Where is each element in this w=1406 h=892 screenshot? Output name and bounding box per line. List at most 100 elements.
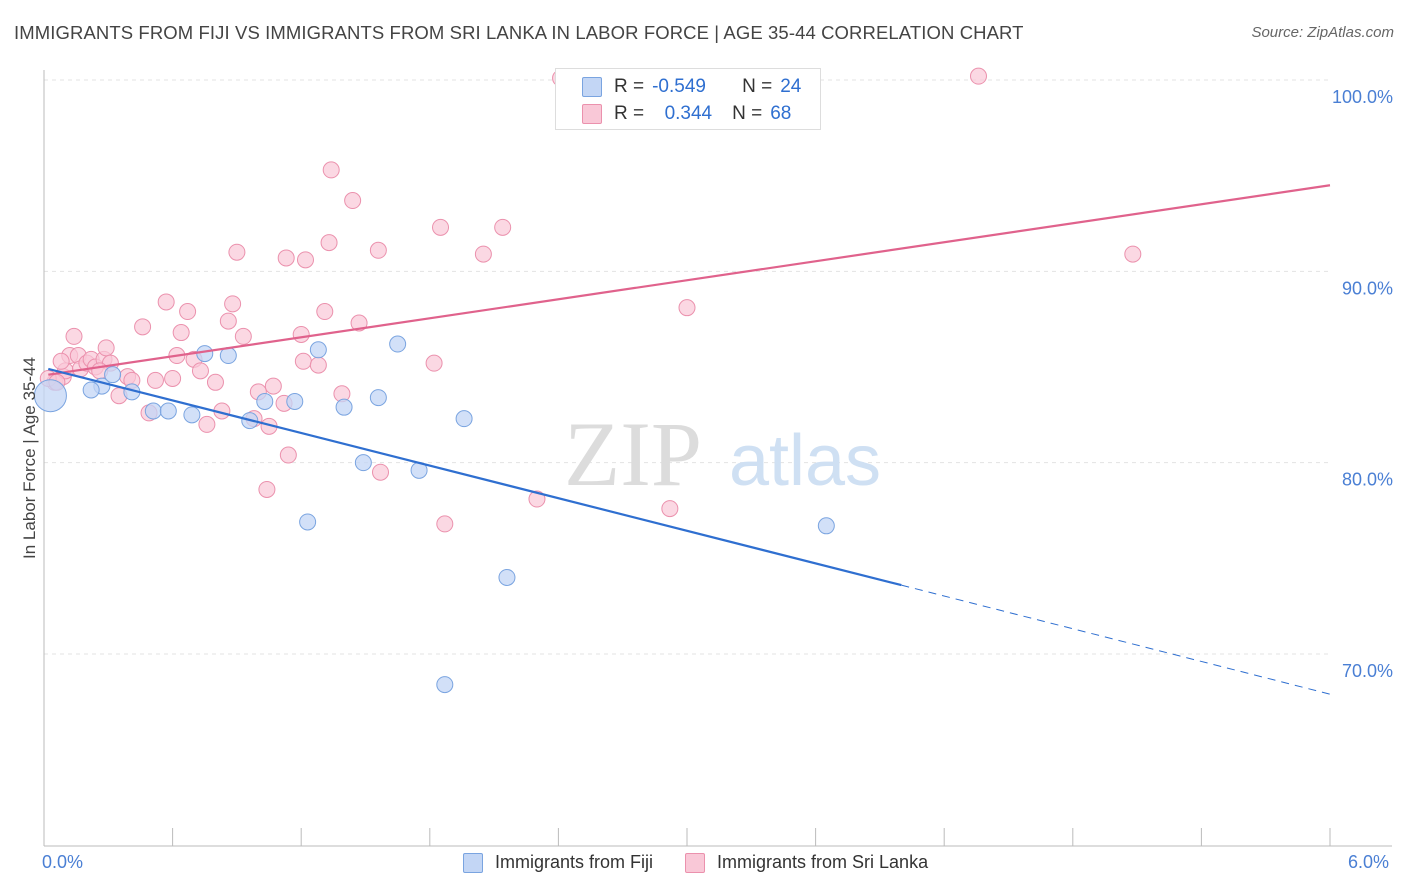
- point-sri-lanka: [432, 218, 450, 236]
- point-sri-lanka: [258, 480, 276, 498]
- point-fiji: [335, 398, 353, 416]
- fiji-swatch: [582, 77, 602, 97]
- point-fiji: [309, 341, 327, 359]
- stats-legend: R = -0.549 N = 24 R = 0.344 N = 68: [555, 68, 821, 130]
- watermark-zip: ZIP: [564, 403, 702, 505]
- stats-row-fiji: R = -0.549 N = 24: [582, 74, 801, 100]
- source-credit: Source: ZipAtlas.com: [1251, 24, 1394, 41]
- point-sri-lanka: [528, 490, 546, 508]
- r-value-fiji: -0.549: [652, 76, 706, 97]
- y-tick-label: 100.0%: [1332, 87, 1393, 107]
- r-value-lanka: 0.344: [664, 103, 713, 124]
- axes: [43, 70, 1392, 847]
- n-label: N =: [742, 76, 773, 97]
- point-fiji: [299, 513, 317, 531]
- chart-title: IMMIGRANTS FROM FIJI VS IMMIGRANTS FROM …: [14, 22, 1024, 43]
- y-tick-label: 80.0%: [1342, 470, 1393, 490]
- series-legend: Immigrants from Fiji Immigrants from Sri…: [463, 852, 960, 873]
- point-sri-lanka: [316, 303, 334, 321]
- point-sri-lanka: [350, 314, 368, 332]
- point-fiji: [817, 517, 835, 535]
- point-sri-lanka: [279, 446, 297, 464]
- point-fiji: [196, 345, 214, 363]
- point-fiji: [144, 402, 162, 420]
- x-tick-label-max: 6.0%: [1348, 852, 1390, 872]
- point-sri-lanka: [179, 303, 197, 321]
- point-sri-lanka: [164, 369, 182, 387]
- point-sri-lanka: [425, 354, 443, 372]
- trend-lines: [48, 184, 1331, 695]
- y-tick-labels: 70.0% 80.0% 90.0% 100.0%: [1332, 87, 1393, 681]
- point-sri-lanka: [134, 318, 152, 336]
- point-fiji: [436, 676, 454, 694]
- point-sri-lanka: [294, 352, 312, 370]
- point-fiji: [354, 454, 372, 472]
- n-label: N =: [732, 103, 763, 124]
- point-sri-lanka: [436, 515, 454, 533]
- r-label: R =: [614, 76, 645, 97]
- y-axis-label: In Labor Force | Age 35-44: [20, 357, 39, 559]
- y-tick-label: 90.0%: [1342, 278, 1393, 298]
- legend-item-fiji: Immigrants from Fiji: [463, 852, 653, 873]
- stats-row-lanka: R = 0.344 N = 68: [582, 101, 791, 127]
- legend-item-lanka: Immigrants from Sri Lanka: [685, 852, 928, 873]
- legend-swatch-lanka: [685, 852, 706, 873]
- point-sri-lanka: [219, 312, 237, 330]
- trend-line-fiji: [48, 367, 902, 587]
- point-fiji: [498, 568, 516, 586]
- point-fiji: [82, 381, 100, 399]
- point-sri-lanka: [372, 463, 390, 481]
- point-fiji: [104, 366, 122, 384]
- point-fiji: [256, 392, 274, 410]
- point-sri-lanka: [369, 241, 387, 259]
- point-sri-lanka: [474, 245, 492, 263]
- lanka-swatch: [582, 104, 602, 124]
- legend-label-lanka: Immigrants from Sri Lanka: [717, 852, 929, 872]
- point-sri-lanka: [296, 251, 314, 269]
- point-sri-lanka: [661, 500, 679, 518]
- point-sri-lanka: [146, 371, 164, 389]
- point-sri-lanka: [97, 339, 115, 357]
- point-sri-lanka: [1124, 245, 1142, 263]
- point-sri-lanka: [678, 299, 696, 317]
- point-sri-lanka: [172, 324, 190, 342]
- legend-label-fiji: Immigrants from Fiji: [495, 852, 654, 872]
- point-sri-lanka: [65, 327, 83, 345]
- point-sri-lanka: [228, 243, 246, 261]
- y-tick-label: 70.0%: [1342, 661, 1393, 681]
- point-fiji: [455, 410, 473, 428]
- point-sri-lanka: [277, 249, 295, 267]
- point-sri-lanka: [191, 362, 209, 380]
- x-tick-label-min: 0.0%: [42, 852, 84, 872]
- trend-line-fiji-extrapolated: [901, 584, 1331, 695]
- point-sri-lanka: [494, 218, 512, 236]
- point-sri-lanka: [206, 373, 224, 391]
- point-fiji: [33, 379, 67, 413]
- point-fiji: [389, 335, 407, 353]
- point-sri-lanka: [52, 352, 70, 370]
- point-sri-lanka: [157, 293, 175, 311]
- trend-line-sri-lanka: [48, 184, 1331, 376]
- point-fiji: [369, 389, 387, 407]
- point-sri-lanka: [309, 356, 327, 374]
- point-sri-lanka: [320, 234, 338, 252]
- data-points: [33, 67, 1142, 694]
- point-sri-lanka: [292, 325, 310, 343]
- n-value-fiji: 24: [780, 76, 802, 97]
- point-sri-lanka: [234, 327, 252, 345]
- point-sri-lanka: [344, 192, 362, 210]
- point-sri-lanka: [264, 377, 282, 395]
- point-sri-lanka: [224, 295, 242, 313]
- point-fiji: [286, 392, 304, 410]
- n-value-lanka: 68: [770, 103, 792, 124]
- watermark-atlas: atlas: [729, 421, 881, 501]
- legend-swatch-fiji: [463, 852, 483, 873]
- point-sri-lanka: [322, 161, 340, 179]
- r-label: R =: [614, 103, 645, 124]
- point-sri-lanka: [969, 67, 987, 85]
- gridlines: [44, 79, 1330, 655]
- point-sri-lanka: [198, 415, 216, 433]
- point-fiji: [183, 406, 201, 424]
- point-fiji: [159, 402, 177, 420]
